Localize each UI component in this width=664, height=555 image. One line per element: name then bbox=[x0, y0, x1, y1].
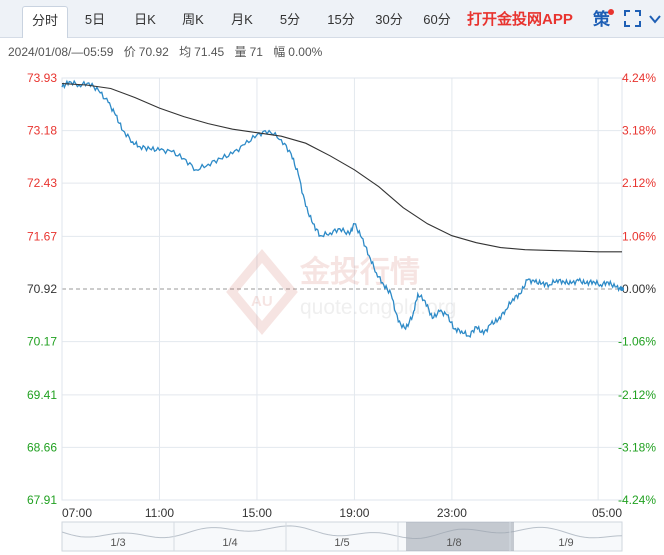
tab-60min[interactable]: 60分 bbox=[423, 12, 451, 27]
navigator-date-label: 1/9 bbox=[558, 537, 573, 549]
tab-weekly-k[interactable]: 周K bbox=[182, 12, 204, 27]
range-label: 幅 bbox=[273, 45, 286, 59]
fullscreen-icon[interactable] bbox=[624, 10, 641, 27]
price-series bbox=[61, 79, 624, 339]
y-axis-labels: 73.93 4.24% 73.18 3.18% 72.43 2.12% 71.67 1.06%… bbox=[27, 71, 656, 507]
y-tick-label: 68.66 bbox=[27, 440, 57, 454]
x-tick-label: 07:00 bbox=[62, 506, 92, 520]
x-axis-labels: 07:00 11:00 15:00 19:00 23:00 05:00 bbox=[62, 506, 622, 520]
navigator-date-label: 1/4 bbox=[222, 537, 237, 549]
strategy-icon[interactable]: 策 bbox=[593, 10, 610, 29]
navigator-date-label: 1/5 bbox=[334, 537, 349, 549]
y-pct-label: -2.12% bbox=[618, 388, 656, 402]
last-price-dot bbox=[620, 287, 624, 291]
y-tick-label: 67.91 bbox=[27, 493, 57, 507]
x-tick-label: 23:00 bbox=[437, 506, 467, 520]
navigator-mini-line bbox=[61, 525, 623, 540]
y-pct-label: 3.18% bbox=[622, 124, 656, 138]
y-pct-label: 2.12% bbox=[622, 176, 656, 190]
quote-datetime: 2024/01/08/—05:59 bbox=[8, 45, 114, 59]
navigator-track[interactable] bbox=[61, 521, 623, 552]
tab-monthly-k[interactable]: 月K bbox=[231, 12, 253, 27]
notification-dot bbox=[608, 9, 614, 15]
price-label: 价 bbox=[123, 45, 136, 59]
navigator-date-label: 1/8 bbox=[446, 537, 461, 549]
time-navigator[interactable]: 1/3 1/4 1/5 1/8 1/9 bbox=[61, 521, 623, 552]
tab-30min[interactable]: 30分 bbox=[375, 12, 403, 27]
x-tick-label: 05:00 bbox=[592, 506, 622, 520]
x-tick-label: 11:00 bbox=[145, 506, 174, 520]
watermark-logo: AU bbox=[251, 293, 273, 310]
price-line bbox=[61, 79, 623, 339]
tab-5day[interactable]: 5日 bbox=[84, 12, 106, 27]
y-tick-label: 73.93 bbox=[27, 71, 57, 85]
period-tab-bar: 分时 5日 日K 周K 月K 5分 15分 30分 60分 打开金投网APP 策 bbox=[0, 0, 664, 38]
tab-daily-k[interactable]: 日K bbox=[134, 12, 156, 27]
price-value: 70.92 bbox=[138, 45, 169, 59]
tab-intraday[interactable]: 分时 bbox=[22, 6, 68, 38]
y-tick-label: 70.92 bbox=[27, 282, 57, 296]
quote-info-line: 2024/01/08/—05:59 价 70.92 均 71.45 量 71 幅 0.0… bbox=[8, 43, 329, 60]
x-tick-label: 19:00 bbox=[339, 506, 369, 520]
y-tick-label: 70.17 bbox=[27, 335, 57, 349]
y-pct-label: -4.24% bbox=[618, 493, 656, 507]
chevron-down-icon[interactable] bbox=[649, 14, 661, 24]
open-app-link[interactable]: 打开金投网APP bbox=[467, 11, 573, 28]
watermark-text: 金投行情 bbox=[299, 255, 420, 290]
y-pct-label: 0.00% bbox=[622, 282, 656, 296]
y-tick-label: 72.43 bbox=[27, 176, 57, 190]
y-pct-label: -3.18% bbox=[618, 440, 656, 454]
y-pct-label: -1.06% bbox=[618, 335, 656, 349]
tab-5min[interactable]: 5分 bbox=[279, 12, 301, 27]
volume-value: 71 bbox=[249, 45, 263, 59]
average-line bbox=[61, 83, 622, 253]
avg-value: 71.45 bbox=[194, 45, 225, 59]
tab-15min[interactable]: 15分 bbox=[327, 12, 355, 27]
intraday-chart[interactable]: AU 金投行情 quote.cngold.org 73.93 4.24% 73.18… bbox=[0, 60, 664, 555]
volume-label: 量 bbox=[234, 45, 247, 59]
y-tick-label: 69.41 bbox=[27, 388, 57, 402]
y-tick-label: 71.67 bbox=[27, 229, 57, 243]
avg-label: 均 bbox=[179, 45, 192, 59]
x-tick-label: 15:00 bbox=[242, 506, 272, 520]
navigator-date-label: 1/3 bbox=[110, 537, 125, 549]
range-value: 0.00% bbox=[288, 45, 323, 59]
y-pct-label: 1.06% bbox=[622, 229, 656, 243]
navigator-selection[interactable] bbox=[406, 522, 514, 551]
chart-grid bbox=[61, 77, 623, 501]
y-pct-label: 4.24% bbox=[622, 71, 656, 85]
watermark: AU 金投行情 quote.cngold.org bbox=[226, 248, 456, 336]
watermark-url: quote.cngold.org bbox=[300, 296, 456, 319]
y-tick-label: 73.18 bbox=[27, 124, 57, 138]
